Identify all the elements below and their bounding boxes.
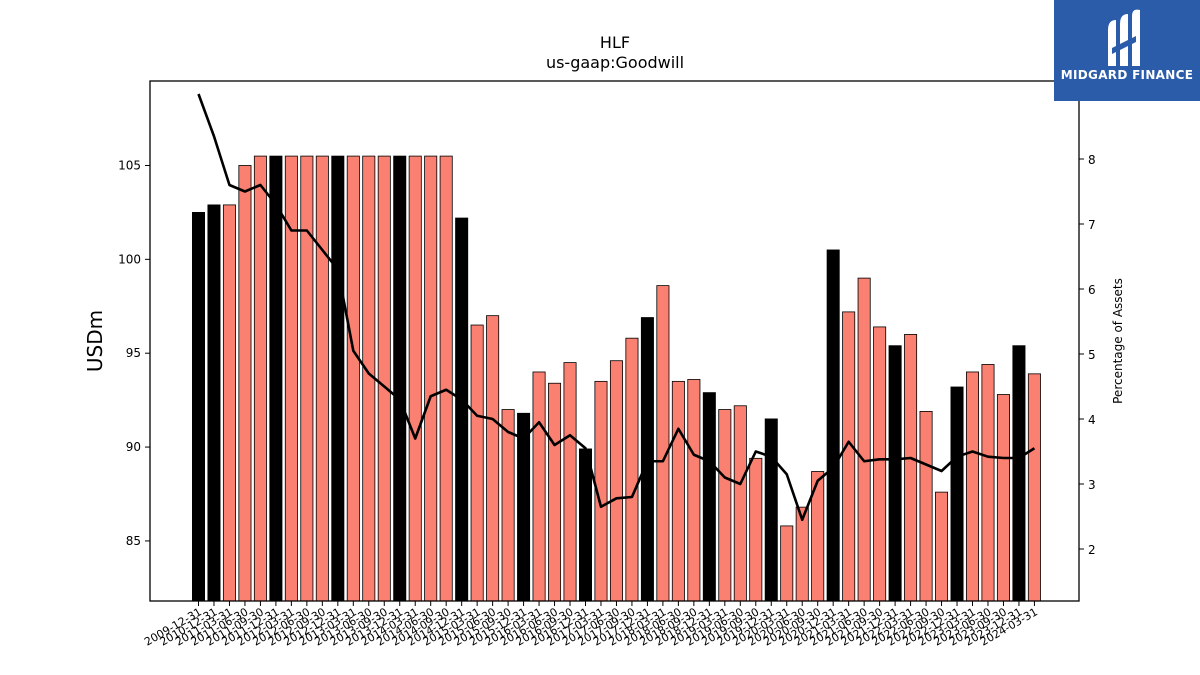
line-series <box>197 93 1036 522</box>
x-axis: 2009-12-312010-12-312011-03-312011-06-30… <box>142 601 1040 649</box>
bar <box>888 345 902 602</box>
y2-axis-label: Percentage of Assets <box>1111 278 1125 404</box>
y2-tick-label: 2 <box>1088 543 1096 557</box>
bar <box>702 392 716 602</box>
bar <box>764 418 778 602</box>
y-tick-label: 85 <box>126 534 141 548</box>
bar <box>904 334 918 602</box>
logo-text: MIDGARD FINANCE <box>1060 68 1194 82</box>
y2-tick-label: 7 <box>1088 218 1096 232</box>
bar <box>981 364 995 602</box>
y-tick-label: 95 <box>126 346 141 360</box>
bar <box>408 155 422 602</box>
bar <box>238 165 252 602</box>
bar-series <box>191 155 1041 602</box>
y-axis-label: USDm <box>83 310 107 372</box>
bar <box>315 155 329 602</box>
bar <box>873 326 887 602</box>
bar <box>749 457 763 602</box>
bar <box>486 315 500 602</box>
y2-tick-label: 6 <box>1088 283 1096 297</box>
bar <box>563 362 577 602</box>
y2-tick-label: 4 <box>1088 413 1096 427</box>
bar <box>795 506 809 602</box>
bar <box>532 371 546 602</box>
bar <box>207 204 221 602</box>
bar <box>424 155 438 602</box>
bar <box>996 394 1010 602</box>
bar <box>609 360 623 602</box>
y2-tick-label: 3 <box>1088 478 1096 492</box>
bar <box>625 337 639 602</box>
bar <box>919 410 933 602</box>
bar <box>935 491 949 602</box>
bar <box>439 155 453 602</box>
bar <box>300 155 314 602</box>
bar <box>579 448 593 602</box>
bar <box>857 277 871 602</box>
midgard-finance-logo: MIDGARD FINANCE <box>1054 0 1200 101</box>
y2-tick-label: 5 <box>1088 348 1096 362</box>
chart-title: HLF <box>600 33 630 52</box>
bar <box>501 409 515 602</box>
bar <box>455 217 469 602</box>
bar <box>950 386 964 602</box>
bar <box>1012 345 1026 602</box>
y-tick-label: 90 <box>126 440 141 454</box>
bar <box>966 371 980 602</box>
bar <box>191 212 205 602</box>
bar <box>640 317 654 602</box>
bar <box>1027 373 1041 602</box>
bar <box>470 324 484 602</box>
bar <box>222 204 236 602</box>
chart-subtitle: us-gaap:Goodwill <box>546 53 684 72</box>
bar <box>269 155 283 602</box>
bar <box>393 155 407 602</box>
bar <box>548 382 562 602</box>
y2-tick-label: 8 <box>1088 153 1096 167</box>
bar <box>656 285 670 602</box>
bar <box>718 409 732 602</box>
y-axis-right: 23456789 <box>1079 88 1096 557</box>
bar <box>733 405 747 602</box>
bar <box>517 412 531 602</box>
bar <box>842 311 856 602</box>
plot-frame <box>149 80 1080 602</box>
y-tick-label: 100 <box>118 252 141 266</box>
bar <box>687 379 701 602</box>
bar <box>377 155 391 602</box>
bar <box>780 525 794 602</box>
percentage-of-assets-line <box>197 93 1036 522</box>
bar <box>826 249 840 602</box>
bar <box>253 155 267 602</box>
y-axis-left: 85 90 95 100 105 <box>118 158 150 548</box>
bar <box>671 380 685 602</box>
bar <box>331 155 345 602</box>
midgard-logo-icon <box>1108 9 1140 67</box>
bar <box>346 155 360 602</box>
y-tick-label: 105 <box>118 158 141 172</box>
